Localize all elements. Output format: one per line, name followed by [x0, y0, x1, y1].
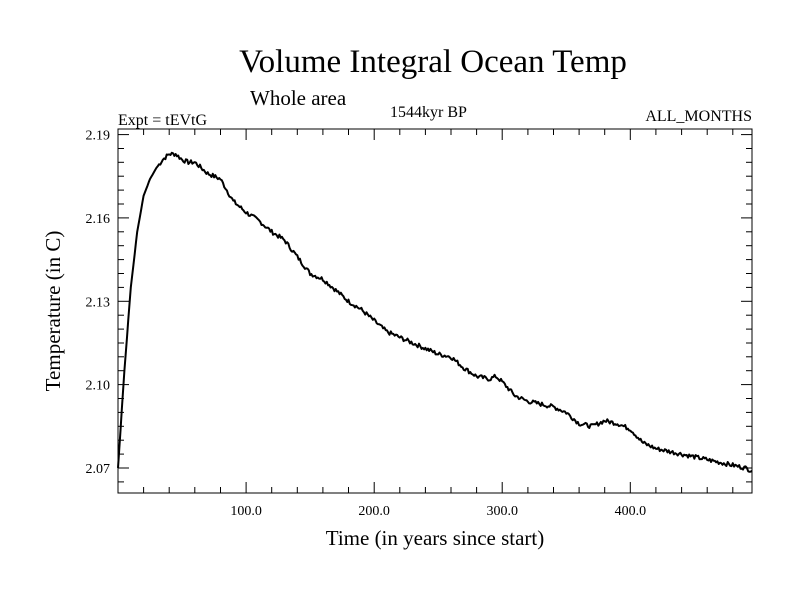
y-tick-label: 2.16: [86, 212, 111, 227]
chart-title: Volume Integral Ocean Temp: [239, 44, 627, 80]
experiment-label: Expt = tEVtG: [118, 112, 208, 129]
y-axis-label: Temperature (in C): [41, 231, 65, 392]
chart-subtitle: Whole area: [250, 86, 347, 110]
date-label: 1544kyr BP: [390, 104, 467, 121]
x-tick-label: 300.0: [486, 504, 518, 519]
x-tick-label: 200.0: [358, 504, 390, 519]
x-axis-label: Time (in years since start): [326, 526, 545, 550]
months-label: ALL_MONTHS: [645, 108, 752, 125]
plot-frame: [117, 128, 753, 494]
x-axis-ticks: 100.0 200.0 300.0 400.0: [143, 129, 734, 519]
series-line: [117, 151, 753, 473]
y-tick-label: 2.13: [86, 295, 111, 310]
x-tick-label: 400.0: [615, 504, 647, 519]
y-tick-label: 2.07: [86, 462, 111, 477]
y-tick-label: 2.10: [86, 379, 111, 394]
y-axis-ticks: 2.07 2.10 2.13 2.16 2.19: [86, 129, 752, 483]
x-tick-label: 100.0: [230, 504, 262, 519]
y-tick-label: 2.19: [86, 129, 111, 144]
